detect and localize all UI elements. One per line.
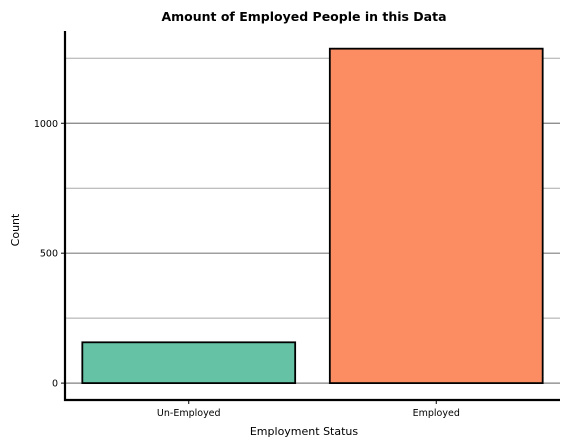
y-axis-label: Count (9, 213, 22, 246)
bar-employed (328, 47, 544, 385)
bars (81, 47, 544, 385)
chart-title: Amount of Employed People in this Data (161, 9, 446, 24)
bar-un-employed (81, 341, 297, 385)
y-tick-label: 0 (52, 379, 58, 390)
axes (63, 31, 560, 402)
x-tick-label: Un-Employed (157, 408, 221, 419)
y-tick-label: 1000 (34, 119, 58, 130)
y-tick-label: 500 (40, 249, 58, 260)
ticks: Un-Employed Employed 0 500 1000 (34, 119, 460, 419)
x-axis-label: Employment Status (250, 425, 359, 438)
x-tick-label: Employed (413, 408, 460, 419)
